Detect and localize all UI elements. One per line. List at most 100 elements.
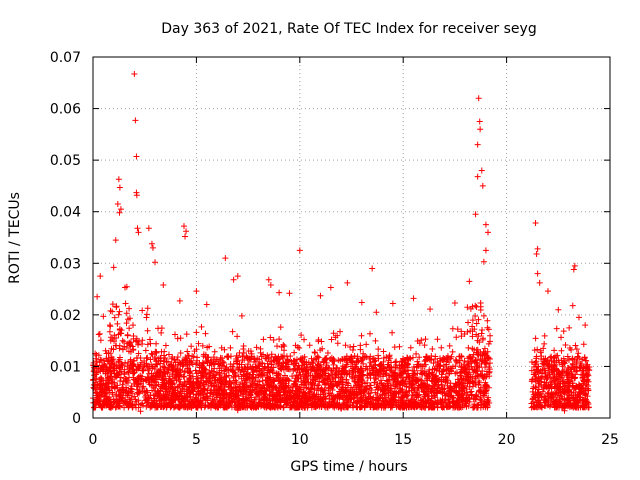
- data-point: [146, 379, 153, 386]
- data-point: [322, 367, 329, 374]
- data-point: [238, 375, 245, 382]
- data-point: [357, 395, 364, 402]
- data-point: [133, 192, 140, 199]
- data-point: [132, 396, 139, 403]
- data-point: [121, 371, 128, 378]
- data-point: [407, 404, 414, 411]
- data-point: [206, 343, 213, 350]
- data-point: [328, 336, 335, 343]
- x-axis-label: GPS time / hours: [290, 459, 407, 475]
- data-point: [559, 361, 566, 368]
- data-point: [143, 311, 150, 318]
- data-point: [535, 380, 542, 387]
- data-point: [423, 371, 430, 378]
- data-point: [225, 367, 232, 374]
- data-point: [367, 359, 374, 366]
- data-point: [303, 368, 310, 375]
- data-point: [176, 297, 183, 304]
- data-point: [97, 365, 104, 372]
- data-point: [270, 376, 277, 383]
- data-point: [298, 379, 305, 386]
- data-point: [255, 381, 262, 388]
- data-point: [469, 303, 476, 310]
- data-point: [182, 359, 189, 366]
- data-point: [154, 388, 161, 395]
- data-point: [100, 313, 107, 320]
- data-point: [292, 366, 299, 373]
- data-point: [296, 344, 303, 351]
- data-point: [561, 407, 568, 414]
- data-point: [414, 370, 421, 377]
- data-point: [270, 357, 277, 364]
- data-point: [240, 395, 247, 402]
- data-point: [356, 384, 363, 391]
- data-point: [545, 383, 552, 390]
- data-point: [342, 363, 349, 370]
- data-point: [574, 353, 581, 360]
- data-point: [440, 386, 447, 393]
- data-point: [245, 384, 252, 391]
- data-point: [210, 391, 217, 398]
- data-point: [246, 355, 253, 362]
- data-point: [270, 364, 277, 371]
- data-point: [200, 379, 207, 386]
- data-point: [210, 356, 217, 363]
- data-point: [465, 360, 472, 367]
- data-point: [483, 360, 490, 367]
- data-point: [360, 350, 367, 357]
- data-point: [476, 387, 483, 394]
- data-point: [139, 388, 146, 395]
- data-point: [343, 376, 350, 383]
- data-point: [207, 357, 214, 364]
- data-point: [386, 376, 393, 383]
- data-point: [365, 390, 372, 397]
- data-point: [124, 392, 131, 399]
- data-point: [246, 390, 253, 397]
- data-point: [361, 404, 368, 411]
- data-point: [243, 371, 250, 378]
- data-point: [104, 395, 111, 402]
- data-point: [135, 373, 142, 380]
- data-point: [174, 335, 181, 342]
- data-point: [448, 353, 455, 360]
- data-point: [260, 351, 267, 358]
- data-point: [283, 365, 290, 372]
- data-point: [350, 343, 357, 350]
- data-point: [230, 276, 237, 283]
- y-tick-label: 0.03: [50, 256, 81, 272]
- data-point: [366, 330, 373, 337]
- data-point: [465, 319, 472, 326]
- data-point: [470, 351, 477, 358]
- data-point: [578, 389, 585, 396]
- data-point: [93, 351, 100, 358]
- data-point: [466, 395, 473, 402]
- data-point: [351, 394, 358, 401]
- data-point: [111, 399, 118, 406]
- data-point: [308, 355, 315, 362]
- data-point: [188, 388, 195, 395]
- data-point: [147, 356, 154, 363]
- data-point: [274, 343, 281, 350]
- data-point: [317, 292, 324, 299]
- data-point: [413, 350, 420, 357]
- data-point: [414, 358, 421, 365]
- data-point: [139, 367, 146, 374]
- data-point: [133, 367, 140, 374]
- data-point: [447, 384, 454, 391]
- data-point: [109, 336, 116, 343]
- data-point: [118, 330, 125, 337]
- data-point: [389, 329, 396, 336]
- data-point: [216, 360, 223, 367]
- data-point: [145, 225, 152, 232]
- data-point: [426, 366, 433, 373]
- data-point: [131, 357, 138, 364]
- data-point: [349, 402, 356, 409]
- data-point: [367, 353, 374, 360]
- data-point: [371, 379, 378, 386]
- data-point: [94, 293, 101, 300]
- data-point: [372, 396, 379, 403]
- data-point: [272, 384, 279, 391]
- data-point: [115, 331, 122, 338]
- data-point: [475, 350, 482, 357]
- data-point: [218, 344, 225, 351]
